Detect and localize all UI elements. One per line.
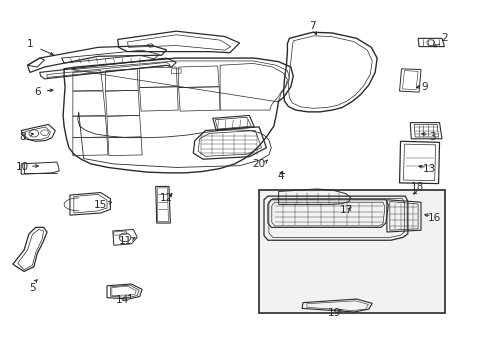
Text: 18: 18 [410, 182, 424, 192]
Text: 6: 6 [34, 87, 41, 97]
Text: 17: 17 [340, 206, 353, 216]
Text: 8: 8 [20, 132, 26, 142]
Bar [259, 190, 445, 313]
Text: 20: 20 [252, 159, 265, 169]
Text: 3: 3 [428, 132, 435, 142]
Text: 4: 4 [277, 171, 284, 181]
Text: 12: 12 [160, 193, 173, 203]
Text: 19: 19 [327, 308, 341, 318]
Text: 13: 13 [422, 164, 435, 174]
Text: 5: 5 [29, 283, 36, 293]
Text: 1: 1 [26, 39, 33, 49]
Text: 7: 7 [309, 21, 315, 31]
Text: 15: 15 [94, 200, 107, 210]
Text: 11: 11 [118, 236, 131, 246]
Text: 16: 16 [427, 213, 440, 222]
Text: 14: 14 [116, 295, 129, 305]
Text: 9: 9 [421, 82, 427, 92]
Text: 2: 2 [440, 33, 447, 43]
Text: 10: 10 [16, 162, 29, 172]
